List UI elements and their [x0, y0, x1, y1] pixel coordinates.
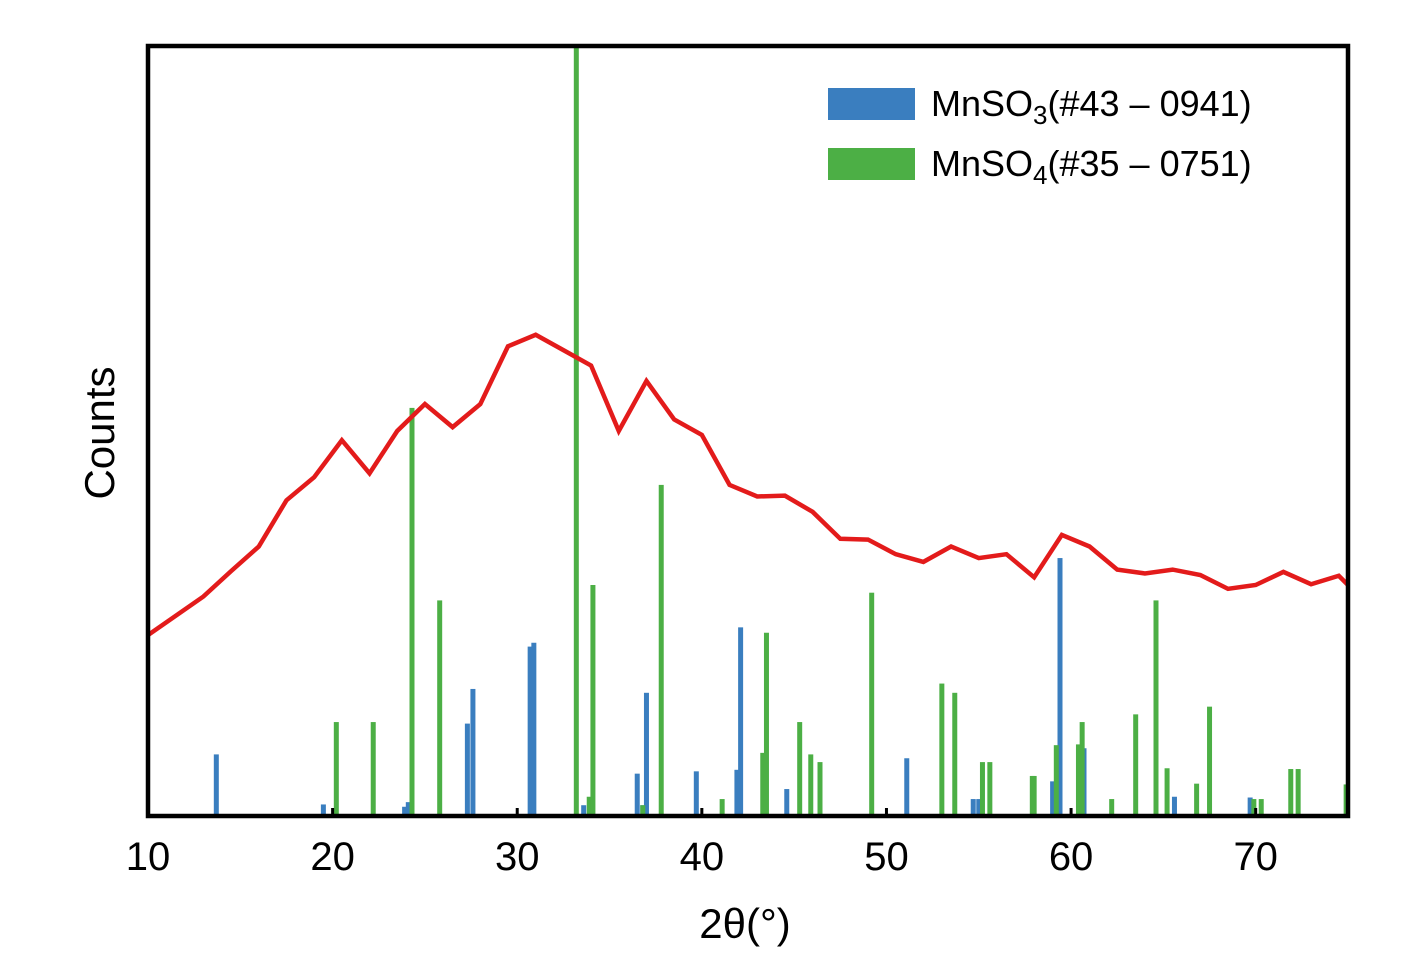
peak-bar-mnso4-0: [333, 722, 339, 816]
peak-bar-mnso3-7: [531, 642, 537, 816]
peak-bar-mnso3-0: [213, 754, 219, 816]
peak-bar-mnso4-8: [658, 484, 664, 816]
peak-bar-mnso4-2: [409, 407, 415, 816]
peak-bar-mnso4-1: [370, 722, 376, 816]
x-tick-label-40: 40: [680, 835, 725, 879]
peak-bar-mnso3-5: [470, 688, 476, 816]
plot-frame: [145, 43, 1351, 819]
peak-bar-mnso3-8: [581, 805, 587, 816]
peak-bar-mnso4-12: [797, 722, 803, 816]
peak-bar-mnso3-17: [970, 799, 976, 816]
peak-bar-mnso3-6: [527, 646, 533, 816]
peak-bar-mnso4-7: [640, 805, 646, 816]
peak-bar-mnso3-15: [784, 789, 790, 816]
peak-bar-mnso4-32: [1258, 799, 1264, 816]
peak-bar-mnso3-9: [634, 773, 640, 816]
peak-bar-mnso4-23: [1075, 744, 1081, 816]
peak-bar-mnso4-9: [719, 799, 725, 816]
plot-marks: [146, 46, 1350, 816]
x-tick-label-60: 60: [1049, 835, 1094, 879]
peak-bar-mnso3-16: [904, 758, 910, 816]
peak-bar-mnso4-16: [939, 683, 945, 816]
peak-bar-mnso3-23: [1247, 797, 1253, 816]
peak-bar-mnso4-25: [1109, 799, 1115, 816]
x-tick-label-70: 70: [1233, 835, 1278, 879]
x-axis-title: 2θ(°): [699, 900, 791, 947]
peak-bar-mnso3-20: [1057, 558, 1063, 816]
peak-bar-mnso3-19: [1050, 781, 1056, 816]
peak-bar-mnso3-4: [464, 723, 470, 816]
peak-bar-mnso3-11: [643, 692, 649, 816]
peak-bar-mnso4-28: [1164, 768, 1170, 816]
peak-bar-mnso4-24: [1079, 722, 1085, 816]
peak-bar-mnso3-13: [734, 769, 740, 816]
peak-bar-mnso3-18: [976, 799, 982, 816]
peak-bar-mnso4-4: [573, 46, 579, 816]
peak-bar-mnso4-3: [437, 600, 443, 816]
peak-bar-mnso4-6: [590, 585, 596, 816]
x-tick-label-10: 10: [126, 835, 171, 879]
legend: MnSO3(#43 – 0941) MnSO4(#35 – 0751): [828, 83, 1252, 190]
peak-bar-mnso4-21: [1031, 775, 1037, 816]
peak-bar-mnso4-10: [760, 752, 766, 816]
legend-label-mnso4: MnSO4(#35 – 0751): [931, 143, 1252, 190]
peak-bar-mnso3-3: [405, 802, 411, 816]
y-axis-title: Counts: [76, 366, 123, 499]
peak-bar-mnso4-15: [869, 592, 875, 816]
peak-bar-mnso4-26: [1133, 714, 1139, 816]
peak-bar-mnso3-14: [738, 627, 744, 816]
peak-bar-mnso4-31: [1251, 799, 1257, 816]
peak-bar-mnso4-30: [1207, 706, 1213, 816]
peak-bar-mnso4-5: [586, 796, 592, 816]
peak-bar-mnso3-1: [320, 804, 326, 816]
legend-swatch-mnso4: [828, 148, 915, 180]
peak-bar-mnso4-19: [987, 762, 993, 816]
peak-bar-mnso4-27: [1153, 600, 1159, 816]
peak-bar-mnso3-2: [402, 806, 408, 816]
legend-swatch-mnso3: [828, 88, 915, 120]
peak-bar-mnso4-18: [979, 762, 985, 816]
peak-bar-mnso4-29: [1194, 783, 1200, 816]
peak-bar-mnso4-22: [1053, 745, 1059, 816]
peak-bar-mnso4-14: [817, 762, 823, 816]
x-tick-label-50: 50: [864, 835, 909, 879]
peak-bar-mnso4-17: [952, 692, 958, 816]
legend-label-mnso3: MnSO3(#43 – 0941): [931, 83, 1252, 130]
peak-bar-mnso4-11: [763, 632, 769, 816]
peak-bar-mnso4-34: [1295, 769, 1301, 816]
peak-bar-mnso4-13: [808, 754, 814, 816]
x-tick-label-20: 20: [310, 835, 355, 879]
x-axis-ticks: 10 20 30 40 50 60 70: [126, 808, 1278, 879]
measured-pattern-line: [146, 332, 1350, 637]
peak-bar-mnso3-22: [1171, 796, 1177, 816]
x-tick-label-30: 30: [495, 835, 540, 879]
peak-bar-mnso4-33: [1288, 769, 1294, 816]
peak-bar-mnso3-12: [693, 771, 699, 816]
